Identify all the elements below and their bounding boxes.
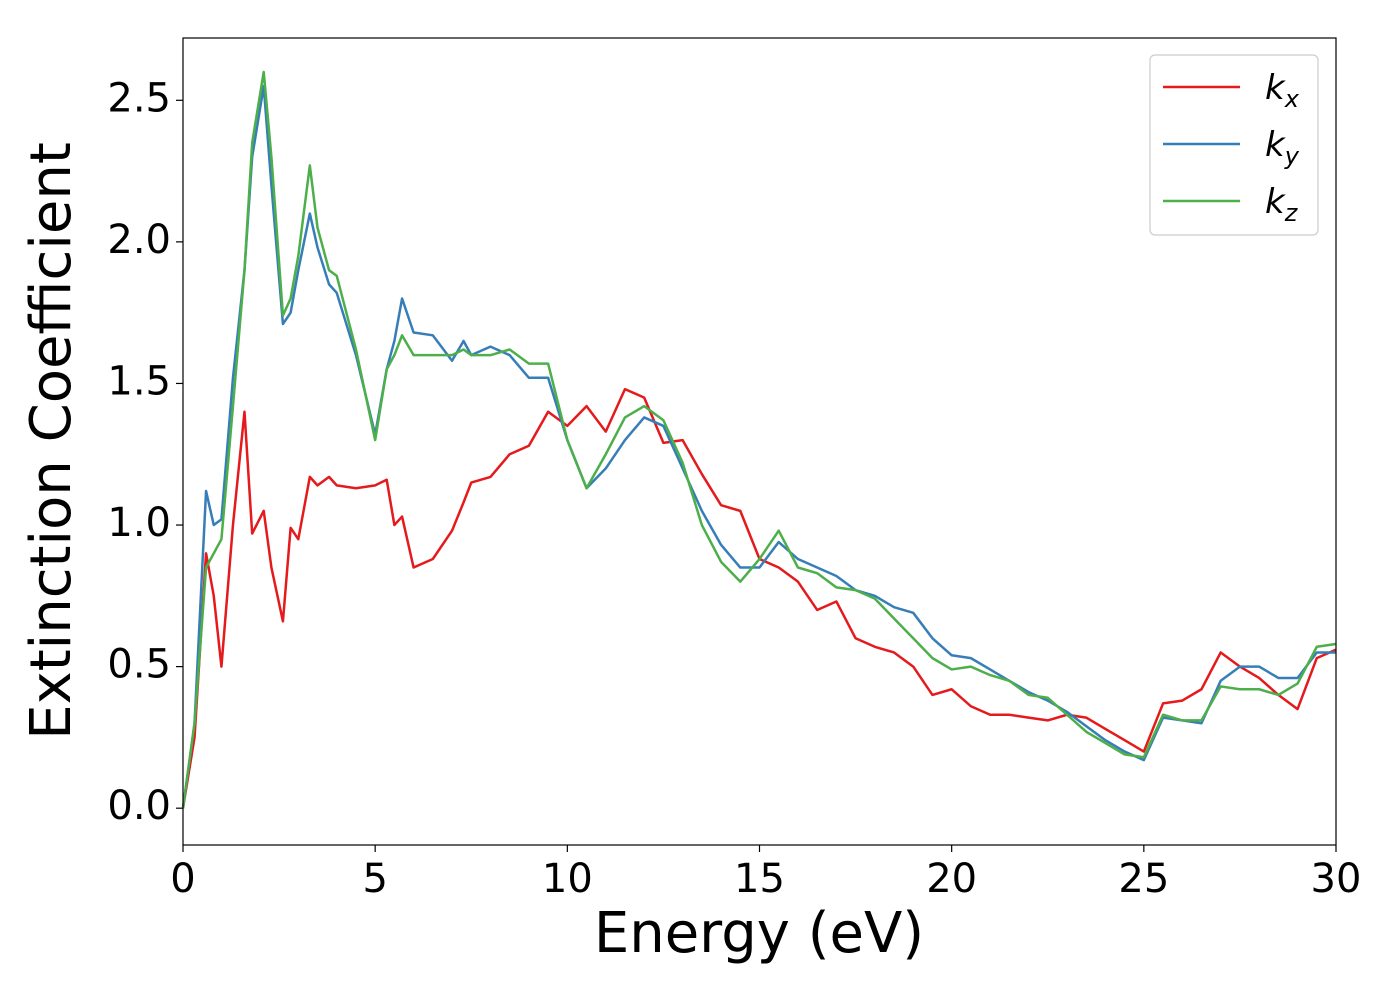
x-tick-label: 10 [542,856,593,902]
legend-label: kz [1265,182,1299,227]
legend-label: kx [1265,68,1300,113]
x-tick-label: 20 [926,856,977,902]
legend-label: ky [1265,125,1300,170]
data-line [181,387,1337,809]
y-tick-label: 1.0 [107,500,171,546]
y-tick-label: 1.5 [107,358,171,404]
data-line [181,70,1337,809]
y-axis-label: Extinction Coefficient [19,142,84,740]
y-tick-label: 0.5 [107,642,171,688]
x-tick-label: 5 [362,856,387,902]
x-axis-label: Energy (eV) [594,901,924,966]
y-tick-label: 0.0 [107,783,171,829]
plot-frame [182,37,1337,846]
y-tick-label: 2.5 [107,75,171,121]
x-tick-label: 15 [734,856,785,902]
y-tick-label: 2.0 [107,217,171,263]
x-tick-label: 30 [1311,856,1362,902]
x-tick-label: 25 [1118,856,1169,902]
data-line [181,84,1336,809]
x-tick-label: 0 [170,856,195,902]
